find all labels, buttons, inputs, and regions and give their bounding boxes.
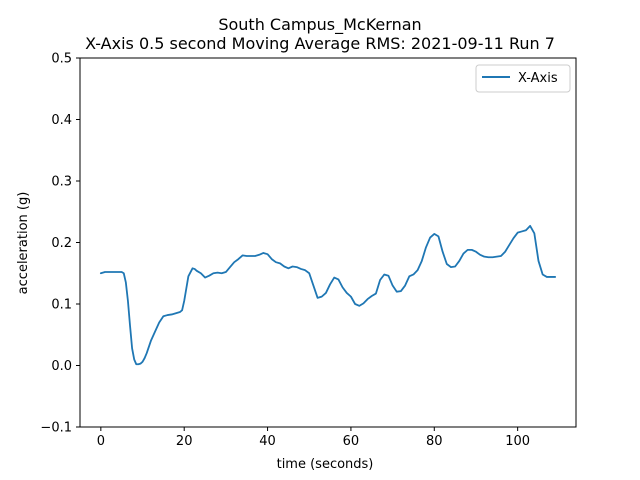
legend-box [475,64,571,93]
y-tick-label: 0.1 [51,298,72,313]
series-line-x-axis [99,224,557,366]
x-tick-label: 20 [176,434,193,449]
x-tick-label: 60 [343,434,360,449]
chart-title: South Campus_McKernan [218,15,421,35]
y-tick-label: 0.4 [51,113,72,128]
x-axis-label: time (seconds) [277,457,374,472]
legend: X-Axis [475,64,571,93]
y-tick-label: 0.0 [51,359,72,374]
x-tick-label: 40 [259,434,276,449]
y-tick-label: −0.1 [40,421,72,436]
x-tick-label: 80 [426,434,443,449]
chart-subtitle: X-Axis 0.5 second Moving Average RMS: 20… [85,34,555,53]
x-tick-label: 0 [97,434,105,449]
y-tick-label: 0.2 [51,236,72,251]
plot-frame [79,57,577,428]
y-axis-label: acceleration (g) [16,192,31,295]
legend-label: X-Axis [518,71,558,86]
y-tick-label: 0.5 [51,52,72,67]
x-tick-label: 100 [505,434,530,449]
y-tick-label: 0.3 [51,175,72,190]
plot-area: 0 20 40 60 80 100 −0.1 0.0 0.1 0.2 0.3 0.4 0.5 [40,52,557,449]
